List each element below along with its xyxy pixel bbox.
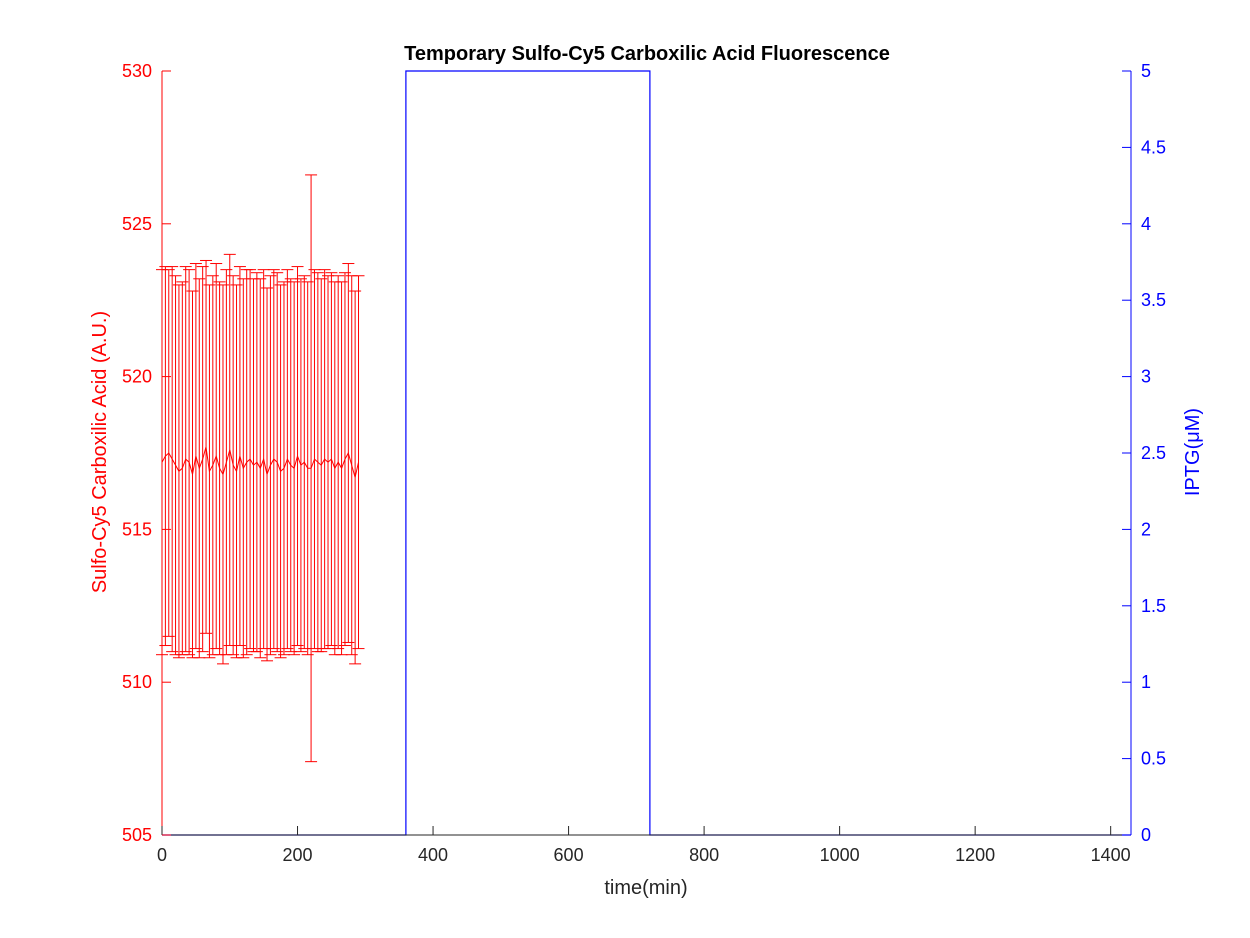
y-right-tick-label: 3 <box>1141 367 1151 387</box>
y-left-tick-label: 505 <box>122 825 152 845</box>
y-right-tick-label: 2.5 <box>1141 443 1166 463</box>
y-left-tick-label: 520 <box>122 367 152 387</box>
y-left-tick-label: 530 <box>122 61 152 81</box>
series-layer <box>156 70 1131 836</box>
y-right-tick-label: 4 <box>1141 214 1151 234</box>
x-tick-label: 200 <box>283 845 313 865</box>
y-left-tick-label: 510 <box>122 672 152 692</box>
y-right-tick-label: 1.5 <box>1141 596 1166 616</box>
y-right-tick-label: 5 <box>1141 61 1151 81</box>
y-right-tick-label: 4.5 <box>1141 137 1166 157</box>
axes-layer: 0 200 400 600 800 1000 1200 1400505510515520525… <box>122 61 1166 865</box>
x-tick-label: 400 <box>418 845 448 865</box>
y-right-tick-label: 0.5 <box>1141 749 1166 769</box>
y-axis-right-label: IPTG(μM) <box>1182 408 1204 496</box>
x-tick-label: 600 <box>554 845 584 865</box>
y-right-tick-label: 1 <box>1141 672 1151 692</box>
y-left-tick-label: 525 <box>122 214 152 234</box>
y-right-tick-label: 3.5 <box>1141 290 1166 310</box>
y-left-tick-label: 515 <box>122 519 152 539</box>
fluorescence-series-line <box>161 446 359 478</box>
x-tick-label: 0 <box>157 845 167 865</box>
x-axis-label: time(min) <box>604 877 687 899</box>
y-right-tick-label: 2 <box>1141 519 1151 539</box>
x-tick-label: 800 <box>689 845 719 865</box>
y-axis-left-label: Sulfo-Cy5 Carboxilic Acid (A.U.) <box>89 311 111 593</box>
x-tick-label: 1400 <box>1091 845 1131 865</box>
x-tick-label: 1000 <box>820 845 860 865</box>
chart-title: Temporary Sulfo-Cy5 Carboxilic Acid Fluo… <box>404 43 890 65</box>
y-right-tick-label: 0 <box>1141 825 1151 845</box>
x-tick-label: 1200 <box>955 845 995 865</box>
